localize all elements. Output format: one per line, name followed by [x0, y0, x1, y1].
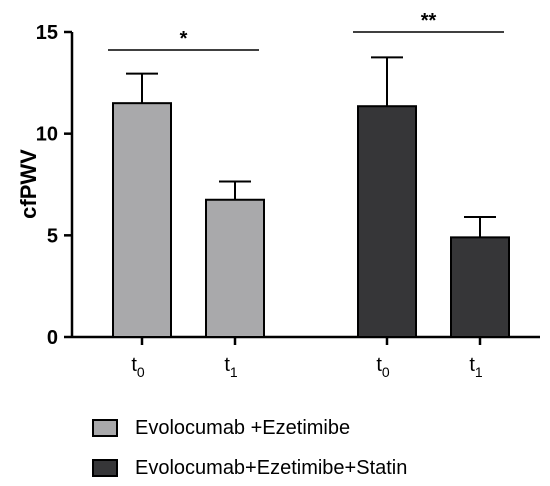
legend-item-group-2: Evolocumab+Ezetimibe+Statin [92, 452, 407, 484]
significance-marker: ** [421, 10, 437, 32]
bar [450, 236, 510, 338]
bars [112, 56, 510, 339]
x-tick-subscript: 1 [230, 364, 238, 380]
x-tick-subscript: 1 [475, 364, 483, 380]
legend-swatch-group-1 [92, 419, 118, 437]
x-tick-label: t1 [224, 354, 238, 380]
y-tick-label: 0 [47, 327, 58, 349]
significance-marker: * [180, 28, 188, 50]
x-tick-label: t0 [131, 354, 145, 380]
x-tick-label: t1 [469, 354, 483, 380]
x-tick-subscript: 0 [137, 364, 145, 380]
x-axis: t0 t1 t0 t1 [72, 335, 540, 380]
legend-label-group-1: Evolocumab +Ezetimibe [135, 416, 351, 439]
y-tick-label: 10 [36, 124, 58, 146]
legend-swatch-group-2 [92, 459, 118, 477]
y-axis-label: cfPWV [16, 149, 41, 219]
bar [112, 102, 172, 338]
y-tick-label: 5 [47, 225, 58, 247]
significance-annotations: *** [108, 10, 504, 51]
x-tick-label: t0 [376, 354, 390, 380]
bar [205, 198, 265, 338]
legend-item-group-1: Evolocumab +Ezetimibe [92, 412, 350, 444]
legend-label-group-2: Evolocumab+Ezetimibe+Statin [135, 456, 408, 479]
y-tick-label: 15 [36, 22, 58, 44]
y-axis: 0 5 10 15 [36, 22, 74, 349]
bar [357, 105, 417, 339]
x-tick-subscript: 0 [382, 364, 390, 380]
